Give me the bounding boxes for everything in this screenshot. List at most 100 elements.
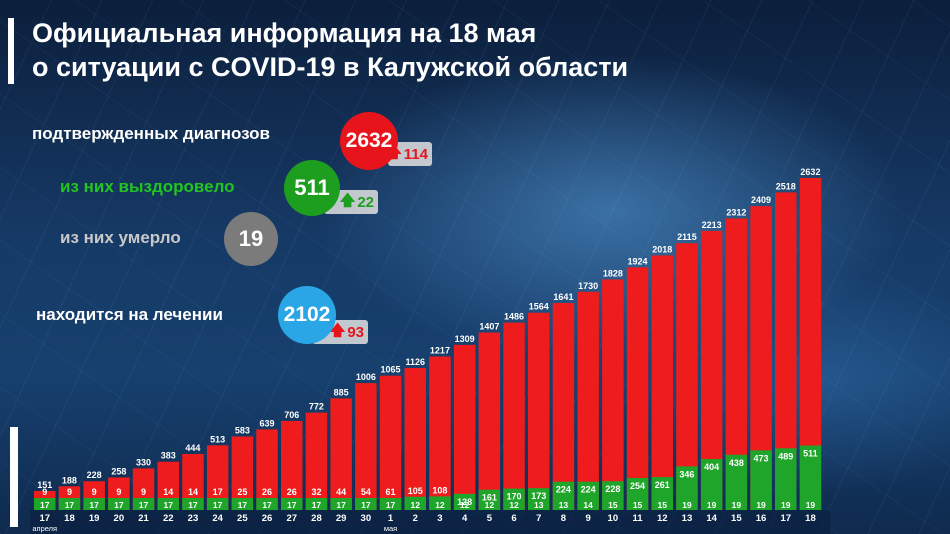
recovered-bar [132, 498, 155, 510]
died-value-label: 17 [213, 500, 223, 510]
confirmed-value-label: 1309 [455, 334, 475, 344]
confirmed-bar [725, 218, 748, 510]
recovered-bar [528, 488, 550, 510]
recovered-bar [700, 459, 723, 510]
recovered-value-label: 14 [188, 487, 198, 497]
x-tick-label: 1 [388, 513, 394, 524]
recovered-value-label: 61 [386, 487, 396, 497]
x-tick-label: 19 [89, 513, 100, 524]
recovered-value-label: 489 [778, 451, 793, 461]
died-value-label: 17 [65, 500, 75, 510]
died-value-label: 13 [534, 500, 544, 510]
confirmed-value-label: 383 [161, 451, 176, 461]
x-tick-label: 22 [163, 513, 174, 524]
died-value-label: 17 [40, 500, 50, 510]
recovered-bar [404, 496, 426, 510]
recovered-value-label: 9 [67, 487, 72, 497]
died-value-label: 19 [707, 500, 717, 510]
recovered-bar [626, 477, 649, 510]
x-tick-label: 21 [138, 513, 149, 524]
recovered-value-label: 17 [213, 487, 223, 497]
died-value-label: 15 [633, 500, 643, 510]
recovered-bar [503, 488, 525, 510]
recovered-value-label: 511 [803, 449, 818, 459]
confirmed-value: 2632 [345, 129, 393, 152]
died-circle: 19 [224, 212, 278, 266]
recovered-bar [256, 498, 278, 510]
confirmed-bar [256, 429, 278, 510]
confirmed-bar [503, 322, 525, 510]
recovered-bar [676, 466, 698, 510]
confirmed-bar [206, 445, 229, 510]
confirmed-value-label: 706 [284, 410, 299, 420]
confirmed-bar [330, 398, 352, 510]
confirmed-value-label: 1924 [628, 256, 648, 266]
confirmed-bar [404, 367, 426, 510]
confirmed-bar [528, 312, 550, 510]
confirmed-value-label: 1006 [356, 372, 376, 382]
recovered-value-label: 9 [116, 487, 121, 497]
confirmed-value-label: 2115 [677, 232, 697, 242]
died-value-label: 17 [361, 500, 371, 510]
x-tick-label: 29 [336, 513, 347, 524]
recovered-bar [602, 481, 624, 510]
confirmed-value-label: 1564 [529, 302, 549, 312]
died-value-label: 15 [658, 500, 668, 510]
recovered-value-label: 346 [679, 469, 694, 479]
confirmed-value-label: 1730 [578, 281, 598, 291]
confirmed-bar [552, 303, 575, 510]
confirmed-bar [577, 291, 599, 510]
recovered-value: 511 [294, 175, 330, 200]
confirmed-bar [775, 192, 797, 510]
recovered-value-label: 14 [163, 487, 173, 497]
confirmed-value-label: 1828 [603, 268, 623, 278]
confirmed-bar [305, 412, 328, 510]
x-tick-label: 10 [608, 513, 619, 524]
died-value-label: 12 [485, 500, 495, 510]
x-tick-label: 7 [536, 513, 541, 524]
died-value-label: 19 [806, 500, 816, 510]
confirmed-bar [355, 383, 377, 510]
title-line-2: о ситуации с COVID-19 в Калужской област… [32, 52, 629, 82]
x-tick-label: 30 [361, 513, 372, 524]
axis-strip [30, 510, 830, 534]
died-value-label: 15 [608, 500, 618, 510]
treatment-circle: 2102 [278, 286, 336, 344]
x-tick-label: 12 [657, 513, 668, 524]
x-tick-label: 20 [114, 513, 125, 524]
died-value-label: 17 [262, 500, 272, 510]
confirmed-value-label: 151 [37, 480, 52, 490]
x-tick-label: 5 [487, 513, 493, 524]
recovered-bar [552, 481, 575, 510]
title-line-1: Официальная информация на 18 мая [32, 18, 537, 48]
confirmed-value-label: 2409 [751, 195, 771, 205]
died-value-label: 19 [682, 500, 692, 510]
recovered-value-label: 105 [408, 486, 423, 496]
confirmed-value-label: 583 [235, 425, 250, 435]
confirmed-bar [453, 344, 476, 510]
recovered-value-label: 108 [432, 485, 447, 495]
died-value-label: 17 [287, 500, 297, 510]
x-tick-label: 15 [731, 513, 742, 524]
died-value: 19 [238, 226, 264, 251]
treatment-delta: 93 [347, 323, 364, 341]
x-tick-label: 25 [237, 513, 248, 524]
recovered-bar [577, 481, 599, 510]
recovered-value-label: 170 [507, 492, 522, 502]
confirmed-bar [429, 356, 451, 510]
died-value-label: 17 [114, 500, 124, 510]
x-tick-label: 17 [780, 513, 791, 524]
confirmed-bar [799, 178, 822, 510]
x-tick-label: 2 [413, 513, 418, 524]
confirmed-bar [379, 375, 402, 510]
confirmed-value-label: 2518 [776, 181, 796, 191]
confirmed-value-label: 1065 [381, 365, 401, 375]
x-tick-label: 26 [262, 513, 273, 524]
x-tick-label: 8 [561, 513, 566, 524]
confirmed-value-label: 639 [260, 418, 275, 428]
chart-accent-bar [10, 427, 18, 527]
recovered-bar [429, 496, 451, 510]
month-label: мая [384, 524, 397, 533]
recovered-value-label: 54 [361, 487, 371, 497]
